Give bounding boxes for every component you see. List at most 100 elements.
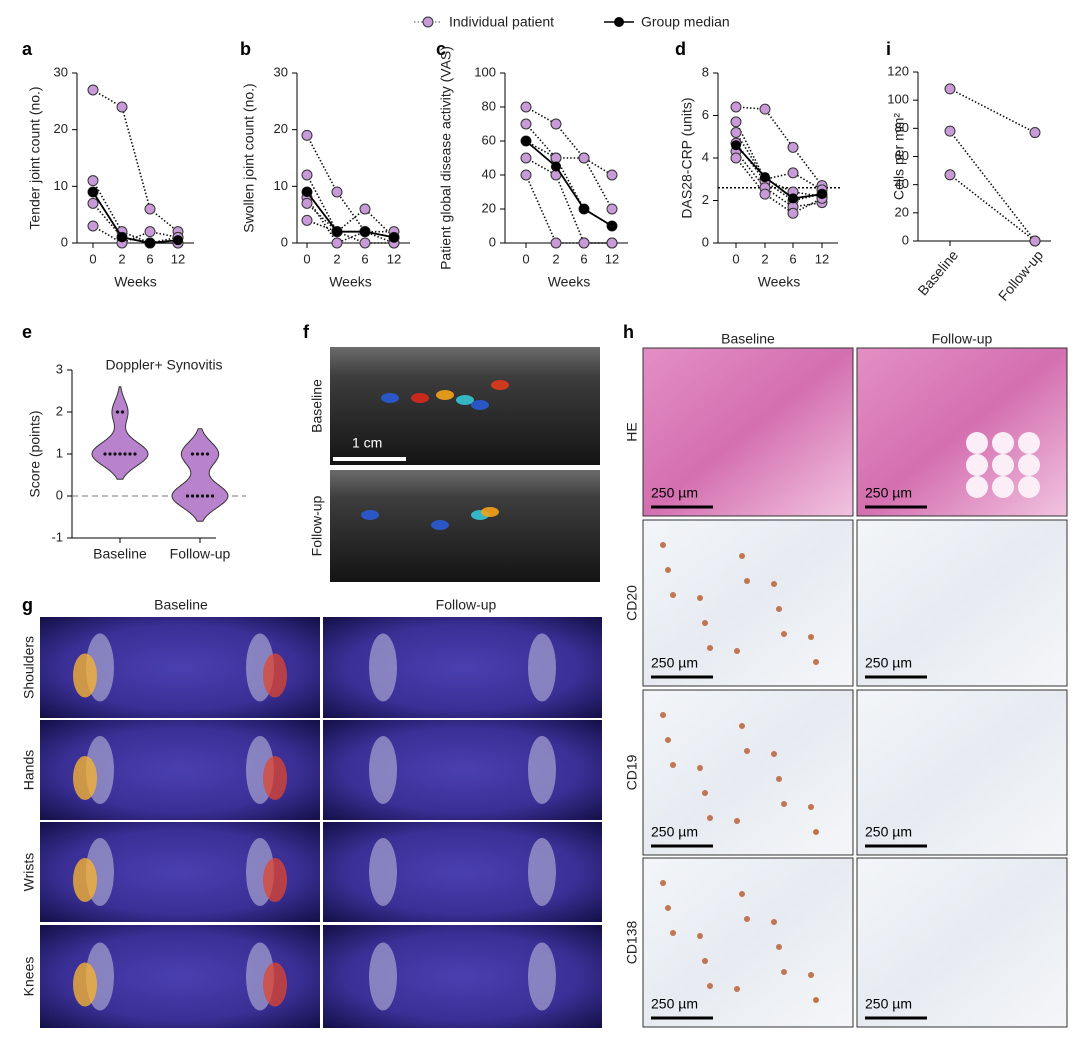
fat-cell <box>1018 454 1040 476</box>
ultrasound-image <box>330 347 600 465</box>
stained-cell <box>697 765 703 771</box>
stained-cell <box>813 659 819 665</box>
patient-point <box>520 118 532 130</box>
row-label: CD19 <box>624 754 640 790</box>
median-point <box>521 136 531 146</box>
fat-cell <box>966 432 988 454</box>
micrograph <box>856 519 1068 687</box>
violin-point <box>113 452 117 456</box>
fat-cell <box>992 454 1014 476</box>
patient-line <box>949 130 1036 242</box>
median-point <box>731 140 741 151</box>
violin-point <box>200 452 205 456</box>
legend: Individual patient Group median <box>414 14 730 30</box>
scale-bar-label: 250 µm <box>651 485 698 501</box>
stained-cell <box>771 751 777 757</box>
x-tick-label: 6 <box>789 251 796 266</box>
patient-line <box>949 174 1036 242</box>
stained-cell <box>697 933 703 939</box>
stained-cell <box>702 958 708 964</box>
scale-bar-label: 250 µm <box>865 485 912 501</box>
fat-cell <box>992 432 1014 454</box>
patient-point <box>578 237 590 249</box>
x-tick-label: 0 <box>89 251 96 266</box>
violin-point <box>190 452 195 456</box>
row-label: Baseline <box>309 379 325 433</box>
stained-cell <box>734 648 740 654</box>
stained-cell <box>776 944 782 950</box>
row-label: CD138 <box>624 921 640 965</box>
legend-label: Individual patient <box>449 14 554 30</box>
uptake <box>73 653 97 698</box>
micrograph <box>856 689 1068 856</box>
doppler-signal <box>456 395 474 405</box>
patient-point <box>87 84 99 96</box>
stained-cell <box>734 986 740 992</box>
panel-letter: b <box>240 39 251 59</box>
y-tick-label: 100 <box>474 64 496 79</box>
patient-point <box>116 101 128 113</box>
violin-point <box>128 452 132 456</box>
x-tick-label: 0 <box>522 251 529 266</box>
doppler-signal <box>436 390 454 400</box>
x-axis-label: Weeks <box>548 274 591 290</box>
y-tick-label: 0 <box>902 232 909 247</box>
patient-line <box>949 88 1036 134</box>
column-label: Follow-up <box>932 331 993 347</box>
legend-marker <box>614 17 624 27</box>
violin-point <box>133 452 137 456</box>
y-tick-label: 100 <box>887 92 909 107</box>
patient-line <box>735 151 823 208</box>
violin-point <box>190 494 195 498</box>
bone <box>528 633 556 702</box>
median-point <box>145 238 155 248</box>
x-tick-label: 0 <box>732 251 739 266</box>
y-tick-label: 80 <box>482 98 496 113</box>
x-tick-label: 12 <box>605 251 619 266</box>
x-tick-label: Baseline <box>93 546 147 562</box>
stained-cell <box>734 818 740 824</box>
patient-line <box>92 225 179 244</box>
row-label: Hands <box>21 750 37 790</box>
patient-line <box>525 174 612 244</box>
violin-point <box>205 494 210 498</box>
y-tick-label: 0 <box>281 234 288 249</box>
patient-point <box>144 226 156 238</box>
violin-point <box>185 494 190 498</box>
pet-image <box>323 720 602 820</box>
doppler-signal <box>431 520 449 530</box>
patient-point <box>944 83 956 95</box>
stained-cell <box>702 620 708 626</box>
violin-point <box>195 452 200 456</box>
y-tick-label: 60 <box>895 148 909 163</box>
fat-cell <box>1018 476 1040 498</box>
y-tick-label: -1 <box>51 529 63 544</box>
patient-point <box>359 237 371 249</box>
legend-label: Group median <box>641 14 730 30</box>
uptake <box>263 653 287 698</box>
median-point <box>788 193 798 204</box>
x-tick-label: 12 <box>815 251 829 266</box>
stained-cell <box>697 595 703 601</box>
ultrasound-image <box>330 470 600 582</box>
y-tick-label: 6 <box>702 107 709 122</box>
stained-cell <box>781 631 787 637</box>
x-tick-label: 12 <box>171 251 185 266</box>
median-point <box>760 172 770 183</box>
patient-point <box>730 127 742 138</box>
x-tick-label: 2 <box>552 251 559 266</box>
stained-cell <box>739 891 745 897</box>
fat-cell <box>992 476 1014 498</box>
y-tick-label: 80 <box>895 120 909 135</box>
y-axis-label: Score (points) <box>27 410 43 497</box>
x-tick-label: 6 <box>580 251 587 266</box>
median-line <box>525 140 613 227</box>
y-tick-label: 30 <box>274 64 288 79</box>
x-tick-label: Follow-up <box>995 247 1046 304</box>
stained-cell <box>739 553 745 559</box>
bone <box>369 838 397 906</box>
patient-point <box>87 220 99 232</box>
patient-line <box>92 191 179 244</box>
patient-point <box>578 152 590 164</box>
